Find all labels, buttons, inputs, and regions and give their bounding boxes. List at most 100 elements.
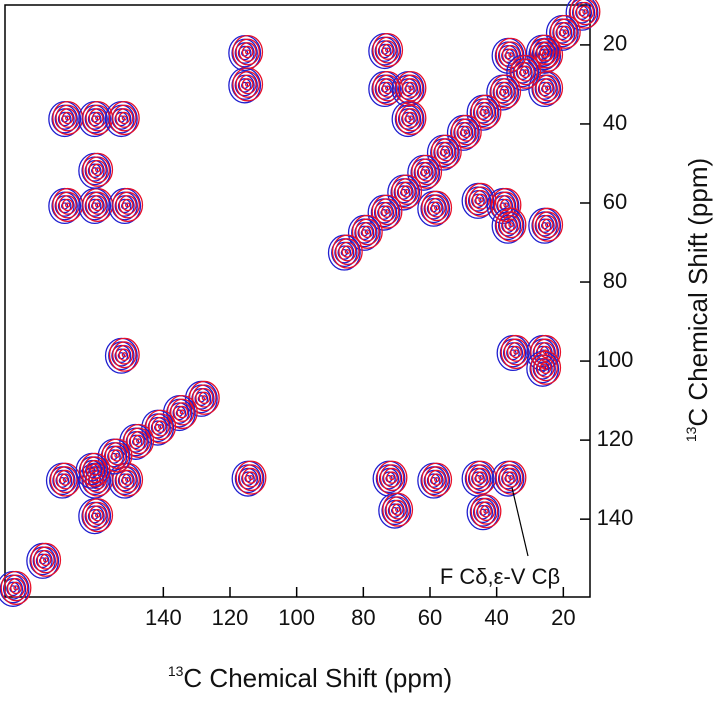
contour-line — [192, 384, 217, 412]
contour-line — [351, 214, 383, 249]
contour-line — [357, 225, 372, 241]
contour-line — [3, 574, 29, 602]
contour-line — [0, 570, 32, 605]
contour-line — [440, 145, 453, 158]
contour-line — [400, 185, 413, 198]
contour-line — [437, 141, 456, 162]
contour-line — [434, 138, 459, 166]
contour-line — [358, 221, 377, 242]
contour-line — [151, 416, 170, 437]
contour-line — [508, 52, 514, 58]
contour-line — [490, 74, 522, 109]
contour-line — [496, 81, 515, 102]
contour-line — [475, 471, 487, 484]
contour-line — [39, 553, 52, 567]
contour-line — [341, 245, 354, 258]
x-axis-title-sup: 13 — [168, 663, 184, 679]
contour-line — [424, 169, 430, 175]
contour-line — [579, 5, 591, 18]
contour-line — [463, 129, 469, 135]
contour-line — [483, 109, 489, 115]
contour-line — [430, 201, 443, 214]
peak — [446, 114, 482, 151]
peak — [496, 334, 532, 372]
contour-line — [545, 85, 551, 91]
contour-line — [85, 459, 105, 480]
peak — [461, 460, 497, 497]
contour-line — [503, 338, 529, 366]
x-tick-label: 40 — [484, 605, 508, 630]
contour-line — [401, 81, 415, 97]
contour-line — [355, 218, 380, 246]
contour-line — [170, 398, 195, 426]
contour-line — [176, 405, 189, 419]
contour-line — [505, 471, 517, 484]
contour-line — [57, 111, 72, 127]
contour-line — [498, 464, 524, 492]
annotation: F Cδ,ε-V Cβ — [440, 564, 560, 589]
peak — [108, 187, 144, 225]
peak — [525, 34, 561, 71]
x-tick-label: 80 — [351, 605, 375, 630]
contour-line — [95, 115, 101, 121]
contour-line — [515, 65, 530, 81]
contour-line — [111, 449, 123, 462]
contour-line — [483, 508, 489, 514]
contour-line — [495, 460, 527, 495]
contour-line — [238, 464, 264, 492]
contour-line — [112, 341, 137, 369]
contour-line — [241, 471, 255, 486]
peak — [228, 67, 264, 104]
contour-line — [115, 191, 140, 219]
contour-line — [430, 134, 462, 169]
y-tick-label: 120 — [597, 426, 634, 451]
x-tick-label: 20 — [551, 605, 575, 630]
contour-line — [471, 471, 485, 486]
peak — [372, 460, 408, 497]
contour-line — [532, 207, 564, 242]
contour-line — [49, 462, 81, 497]
contour-line — [245, 81, 251, 88]
contour-line — [58, 195, 77, 215]
contour-line — [173, 402, 192, 422]
peak — [228, 34, 264, 72]
peak — [506, 54, 542, 91]
contour-line — [372, 33, 404, 68]
contour-line — [421, 462, 453, 497]
contour-line — [115, 344, 134, 365]
peak — [104, 100, 140, 138]
contour-line — [395, 507, 401, 513]
contour-line — [53, 466, 78, 494]
contour-line — [430, 473, 443, 486]
contour-line — [562, 29, 568, 35]
contour-line — [454, 118, 479, 146]
contour-line — [118, 111, 131, 125]
peak — [48, 100, 84, 138]
contour-line — [541, 81, 554, 95]
contour-line — [57, 198, 72, 214]
contour-line — [536, 357, 555, 378]
contour-line — [121, 352, 127, 358]
peak — [417, 462, 453, 499]
contour-line — [114, 452, 120, 459]
contour-line — [88, 505, 107, 526]
contour-line — [331, 234, 363, 269]
contour-line — [568, 0, 596, 28]
contour-line — [121, 473, 134, 486]
contour-line — [443, 148, 449, 155]
peak — [0, 570, 32, 607]
contour-line — [401, 111, 415, 127]
contour-line — [553, 18, 578, 46]
contour-line — [460, 125, 473, 139]
contour-line — [65, 115, 71, 121]
contour-line — [85, 463, 99, 478]
peak — [391, 100, 427, 138]
contour-line — [501, 467, 521, 488]
y-axis-title: 13C Chemical Shift (ppm) — [683, 158, 713, 442]
contour-line — [471, 193, 485, 209]
contour-line — [36, 550, 55, 570]
contour-line — [95, 512, 101, 518]
peak — [26, 542, 62, 579]
contour-line — [385, 85, 391, 91]
contour-line — [107, 449, 121, 464]
